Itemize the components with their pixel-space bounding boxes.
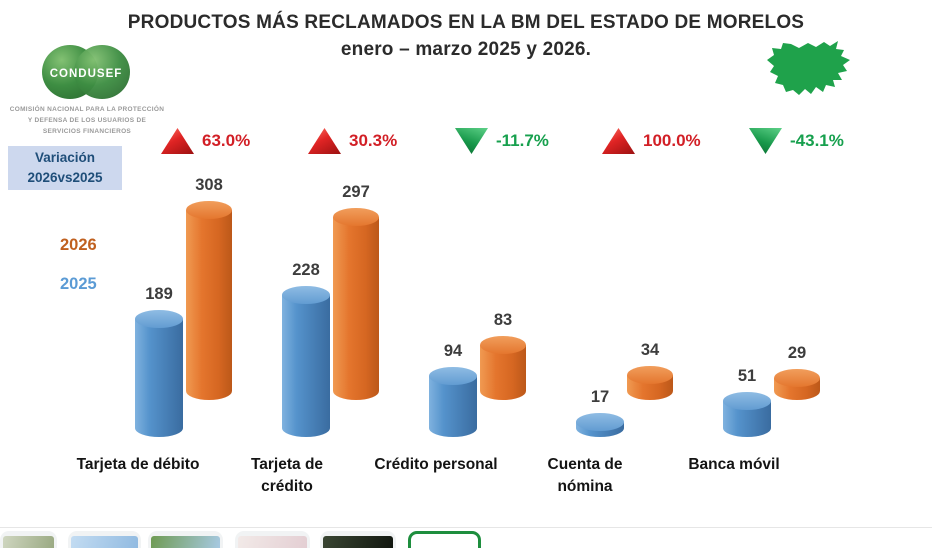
bar-cap-2025-tarjeta-de-credito	[282, 286, 330, 304]
thumbnail-3[interactable]	[148, 531, 223, 548]
bar-value-2026-tarjeta-de-credito: 297	[342, 183, 370, 201]
variation-box: Variación 2026vs2025	[8, 146, 122, 190]
variation-triangle-down-icon	[455, 128, 488, 154]
bar-2025-tarjeta-de-credito	[282, 286, 330, 437]
category-label-cuenta-de-nomina: Cuenta de nómina	[547, 456, 623, 495]
bar-value-2025-cuenta-de-nomina: 17	[590, 388, 610, 406]
variation-triangle-up-icon	[602, 128, 635, 154]
page-subtitle: enero – marzo 2025 y 2026.	[340, 39, 592, 60]
variation-percent-label: 63.0%	[202, 131, 251, 150]
variation-item-tarjeta-de-debito: 63.0%	[161, 126, 250, 156]
thumbnail-image-1	[3, 536, 54, 548]
variation-item-tarjeta-de-credito: 30.3%	[308, 126, 397, 156]
bar-2026-credito-personal	[480, 336, 526, 400]
category-label-credito-personal: Crédito personal	[374, 456, 498, 473]
condusef-caption-line1: COMISIÓN NACIONAL PARA LA PROTECCIÓN	[9, 106, 165, 113]
condusef-logo-text: CONDUSEF	[50, 68, 123, 80]
legend-2026: 2026	[60, 236, 97, 254]
variation-item-banca-movil: -43.1%	[749, 126, 844, 156]
bar-2026-cuenta-de-nomina	[627, 366, 673, 400]
bar-cap-2026-credito-personal	[480, 336, 526, 354]
condusef-caption: COMISIÓN NACIONAL PARA LA PROTECCIÓN Y D…	[2, 104, 172, 137]
condusef-logo-icon: CONDUSEF	[42, 45, 130, 99]
bottom-divider	[0, 527, 932, 528]
variation-percent-label: -43.1%	[790, 131, 844, 150]
variation-box-line1: Variación	[34, 149, 96, 165]
variation-box-line2: 2026vs2025	[27, 170, 103, 185]
bar-value-2026-banca-movil: 29	[787, 344, 807, 362]
thumbnail-image-3	[151, 536, 220, 548]
bar-value-2026-cuenta-de-nomina: 34	[640, 341, 660, 359]
legend-2025: 2025	[60, 275, 97, 293]
bar-2025-banca-movil	[723, 392, 771, 437]
variation-triangle-up-icon	[161, 128, 194, 154]
bar-2025-tarjeta-de-debito	[135, 310, 183, 437]
category-label-tarjeta-de-credito: Tarjeta de crédito	[250, 456, 324, 495]
bar-2026-banca-movil	[774, 369, 820, 400]
variation-item-credito-personal: -11.7%	[455, 126, 549, 156]
thumbnail-image-5	[323, 536, 393, 548]
morelos-map-icon	[767, 41, 850, 95]
bar-value-2025-tarjeta-de-debito: 189	[145, 285, 173, 303]
bar-value-2025-credito-personal: 94	[443, 342, 463, 360]
thumbnail-4[interactable]	[235, 531, 310, 548]
variation-triangle-down-icon	[749, 128, 782, 154]
bar-cap-2025-credito-personal	[429, 367, 477, 385]
variation-percent-label: 30.3%	[349, 131, 398, 150]
bar-cap-2026-tarjeta-de-debito	[186, 201, 232, 219]
bar-2026-tarjeta-de-credito	[333, 208, 379, 400]
thumbnail-image-4	[238, 536, 307, 548]
bar-cap-2026-cuenta-de-nomina	[627, 366, 673, 384]
bar-value-2025-banca-movil: 51	[737, 367, 757, 385]
thumbnail-5[interactable]	[320, 531, 396, 548]
bar-value-2026-tarjeta-de-debito: 308	[195, 176, 223, 194]
variation-percent-label: -11.7%	[496, 131, 549, 150]
bar-cap-2026-banca-movil	[774, 369, 820, 387]
bar-2025-credito-personal	[429, 367, 477, 437]
thumbnail-1[interactable]	[0, 531, 57, 548]
bar-value-2026-credito-personal: 83	[493, 311, 513, 329]
bar-cap-2025-cuenta-de-nomina	[576, 413, 624, 431]
category-label-banca-movil: Banca móvil	[688, 456, 780, 473]
page-title: PRODUCTOS MÁS RECLAMADOS EN LA BM DEL ES…	[127, 12, 805, 33]
variation-percent-label: 100.0%	[643, 131, 701, 150]
condusef-caption-line2: Y DEFENSA DE LOS USUARIOS DE	[27, 117, 147, 125]
category-label-tarjeta-de-debito: Tarjeta de débito	[76, 456, 200, 473]
bar-value-2025-tarjeta-de-credito: 228	[292, 261, 320, 279]
thumbnail-image-2	[71, 536, 138, 548]
variation-triangle-up-icon	[308, 128, 341, 154]
bar-cap-2026-tarjeta-de-credito	[333, 208, 379, 226]
bar-cap-2025-banca-movil	[723, 392, 771, 410]
bar-2026-tarjeta-de-debito	[186, 201, 232, 400]
variation-item-cuenta-de-nomina: 100.0%	[602, 126, 701, 156]
thumbnail-2[interactable]	[68, 531, 141, 548]
bar-cap-2025-tarjeta-de-debito	[135, 310, 183, 328]
thumbnail-6[interactable]	[408, 531, 481, 548]
condusef-caption-line3: SERVICIOS FINANCIEROS	[42, 128, 132, 136]
bar-2025-cuenta-de-nomina	[576, 413, 624, 437]
